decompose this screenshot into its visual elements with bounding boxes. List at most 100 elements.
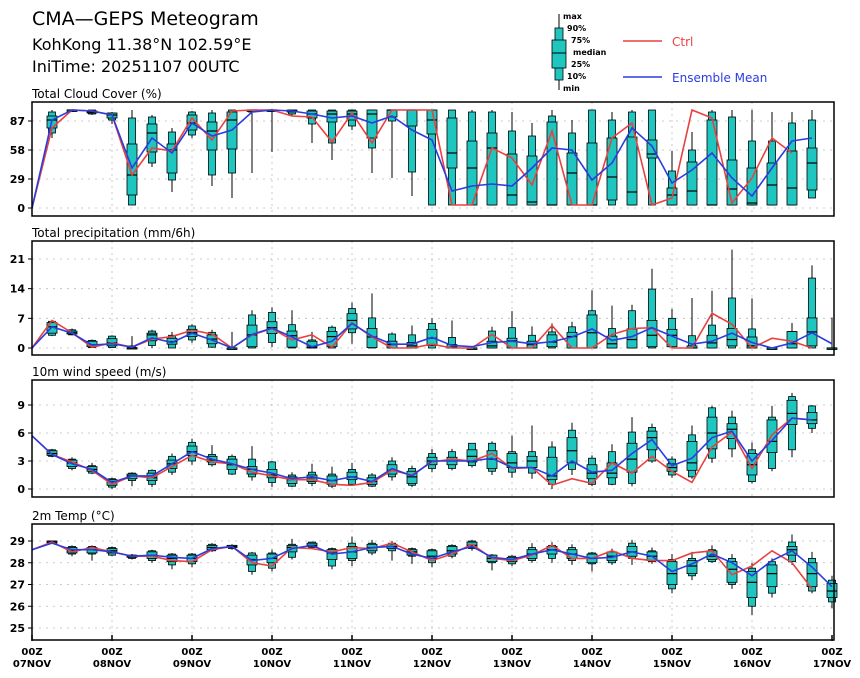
boxplot — [646, 268, 658, 349]
panel-title: Total precipitation (mm/6h) — [31, 226, 195, 240]
box-25-75 — [626, 328, 638, 349]
box-25-75 — [766, 162, 778, 206]
box-25-75 — [146, 332, 158, 342]
x-tick-label-time: 00Z — [581, 647, 602, 658]
legend-mean-label: Ensemble Mean — [672, 71, 767, 85]
boxplot — [686, 551, 698, 581]
boxplot — [346, 462, 358, 486]
boxplot — [506, 435, 518, 478]
boxplot — [126, 472, 138, 487]
legend-label-90: 90% — [567, 24, 586, 33]
x-tick-label-date: 07NOV — [13, 659, 52, 670]
boxplot — [786, 112, 798, 206]
box-25-75 — [526, 455, 538, 468]
legend-ctrl-label: Ctrl — [672, 35, 693, 49]
y-tick-label: 26 — [10, 600, 26, 613]
ensemble-mean-line — [31, 417, 813, 484]
y-tick-label: 28 — [10, 557, 25, 570]
boxplot — [666, 309, 678, 348]
box-25-75 — [626, 442, 638, 473]
x-tick-label-date: 16NOV — [733, 659, 772, 670]
y-tick-label: 9 — [17, 399, 25, 412]
box-25-75 — [546, 456, 558, 481]
x-tick-label-time: 00Z — [101, 647, 122, 658]
boxplot — [806, 551, 818, 594]
boxplot — [206, 110, 218, 186]
ctrl-series-line — [31, 312, 813, 349]
boxplot — [786, 392, 798, 458]
box-25-75 — [746, 167, 758, 206]
x-tick-label: 00Z 15NOV — [653, 647, 692, 670]
plot-frame — [31, 240, 835, 356]
boxplot — [246, 310, 258, 349]
x-tick-label-date: 10NOV — [253, 659, 292, 670]
box-25-75 — [346, 471, 358, 481]
x-tick-label-time: 00Z — [181, 647, 202, 658]
y-tick-label: 7 — [17, 312, 25, 325]
boxplot — [746, 442, 758, 484]
legend-label-25: 25% — [571, 60, 590, 69]
x-tick-label-date: 15NOV — [653, 659, 692, 670]
box-25-75 — [786, 150, 798, 206]
ensemble-mean-line — [31, 322, 833, 349]
box-25-75 — [526, 155, 538, 206]
panel-title: 2m Temp (°C) — [32, 509, 115, 523]
ensemble-mean-line — [31, 109, 813, 209]
x-tick-label: 00Z 09NOV — [173, 647, 212, 670]
y-tick-label: 87 — [10, 115, 25, 128]
boxplot — [826, 317, 838, 350]
boxplot — [246, 109, 258, 173]
box-25-75 — [166, 143, 178, 174]
plot-frame — [31, 523, 835, 641]
legend-box-inner — [551, 39, 567, 69]
box-25-75 — [506, 153, 518, 206]
boxplot — [606, 305, 618, 349]
boxplot — [766, 112, 778, 206]
boxplot — [166, 552, 178, 570]
box-25-75 — [786, 331, 798, 349]
boxplot — [406, 465, 418, 488]
panel-0: Total Cloud Cover (%) 0 29 58 87 — [10, 87, 835, 217]
x-tick-label: 00Z 17NOV — [813, 647, 852, 670]
x-tick-label-time: 00Z — [421, 647, 442, 658]
ensemble-mean-line — [31, 542, 833, 588]
legend-label-10: 10% — [567, 72, 586, 81]
y-tick-label: 14 — [10, 283, 26, 296]
y-tick-label: 29 — [10, 173, 25, 186]
box-25-75 — [626, 136, 638, 206]
boxplot — [306, 463, 318, 487]
legend-label-max: max — [563, 12, 583, 21]
ctrl-series-line — [31, 108, 793, 209]
plot-frame — [31, 379, 835, 498]
boxplot — [766, 405, 778, 472]
chart-title: CMA—GEPS Meteogram — [32, 8, 259, 30]
x-tick-label-date: 13NOV — [493, 659, 532, 670]
boxplot — [466, 110, 478, 206]
x-tick-label: 00Z 10NOV — [253, 647, 292, 670]
panel-title: 10m wind speed (m/s) — [32, 365, 166, 379]
x-tick-label-time: 00Z — [21, 647, 42, 658]
boxplot — [266, 307, 278, 348]
boxplot — [686, 132, 698, 206]
x-tick-label-time: 00Z — [661, 647, 682, 658]
boxplot — [286, 310, 298, 349]
boxplot — [666, 456, 678, 478]
boxplot — [746, 562, 758, 615]
y-tick-label: 58 — [10, 144, 25, 157]
boxplot — [126, 110, 138, 206]
boxplot — [826, 575, 838, 609]
x-tick-label-date: 09NOV — [173, 659, 212, 670]
box-25-75 — [486, 340, 498, 349]
y-tick-label: 6 — [17, 427, 25, 440]
boxplot — [806, 265, 818, 349]
y-tick-label: 27 — [10, 579, 25, 592]
box-25-75 — [686, 161, 698, 206]
box-25-75 — [746, 571, 758, 598]
box-25-75 — [606, 335, 618, 349]
boxplot — [586, 290, 598, 349]
panel-title: Total Cloud Cover (%) — [31, 87, 162, 101]
x-tick-label-date: 08NOV — [93, 659, 132, 670]
panel-3: 2m Temp (°C) 25 26 27 28 29 — [10, 509, 838, 641]
